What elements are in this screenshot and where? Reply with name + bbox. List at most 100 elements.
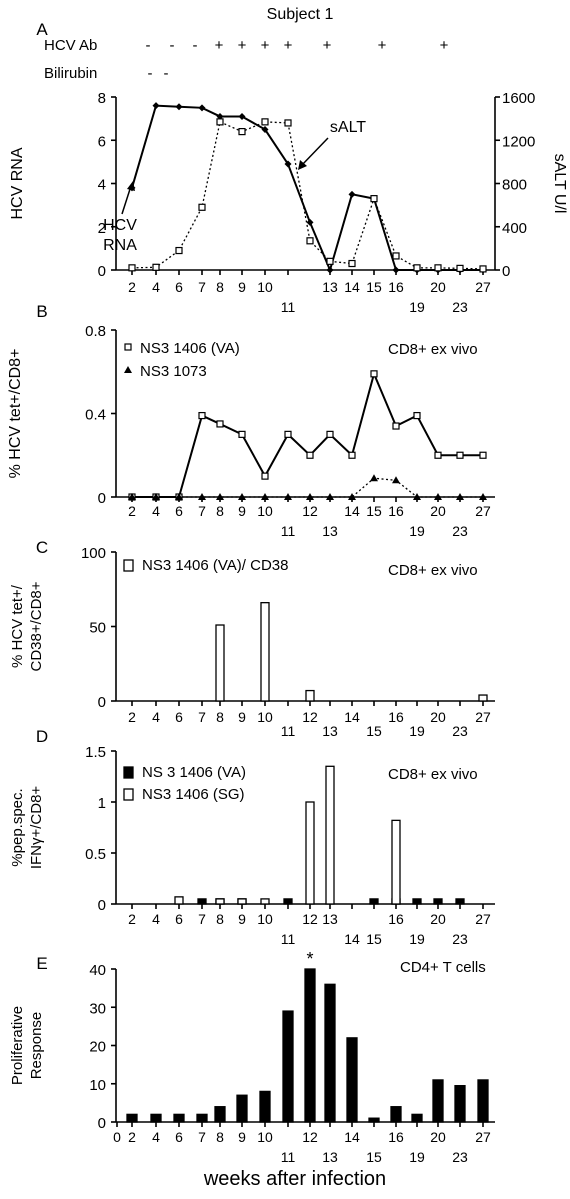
y-tick-label: 20 (89, 1039, 106, 1056)
data-point (479, 451, 487, 459)
data-point (261, 125, 269, 133)
x-tick-label: 11 (281, 299, 296, 315)
data-point (175, 246, 183, 255)
y-tick-label: 1.5 (85, 744, 106, 761)
x-tick-label: 2 (128, 1129, 136, 1145)
status-mark: + (440, 37, 449, 54)
legend-marker (123, 766, 134, 779)
x-tick-label: 16 (388, 709, 404, 725)
y2-axis-label: sALT U/l (551, 154, 568, 214)
legend-label: NS3 1073 (140, 363, 207, 380)
bar (369, 898, 379, 905)
x-tick-label: 13 (322, 279, 338, 295)
y-tick-label: 8 (98, 90, 106, 107)
data-point (434, 264, 442, 272)
data-point (348, 259, 356, 268)
bar (260, 602, 270, 702)
y-tick-label: 1 (98, 795, 106, 812)
x-tick-label: 10 (257, 1129, 273, 1145)
bar (390, 1106, 402, 1123)
x-tick-label: 6 (175, 911, 183, 927)
data-point (370, 370, 378, 378)
data-point (326, 493, 334, 500)
y2-tick-label: 400 (502, 220, 527, 237)
data-point (238, 128, 246, 136)
x-tick-label: 14 (344, 503, 360, 519)
x-tick-label: 2 (128, 709, 136, 725)
bar (305, 801, 315, 905)
data-point (413, 493, 421, 500)
data-point (326, 266, 334, 274)
y-axis-label: % HCV tet+/CD8+ (7, 349, 24, 479)
x-tick-label: 11 (281, 723, 296, 739)
status-mark: + (378, 37, 387, 54)
x-tick-label: 7 (198, 279, 206, 295)
x-tick-label: 4 (152, 279, 160, 295)
data-point (284, 119, 292, 127)
panel-letter: E (36, 954, 47, 973)
data-point (198, 104, 206, 112)
x-tick-label: 6 (175, 503, 183, 519)
annotation-arrowhead (298, 160, 307, 170)
bar (477, 1079, 489, 1123)
x-tick-label: 7 (198, 1129, 206, 1145)
x-tick-label: 9 (238, 709, 246, 725)
panel-note: CD8+ ex vivo (388, 341, 478, 358)
y2-tick-label: 1200 (502, 133, 535, 150)
panel-b: B 0 0.4 0.8 2 4 6 7 8 9 10 12 14 15 16 20 27 11 13 19 23 % HC… (7, 302, 495, 539)
status-mark: - (164, 65, 169, 82)
data-point (152, 263, 160, 271)
data-point (456, 264, 464, 272)
data-point (392, 266, 400, 274)
data-point (326, 257, 334, 265)
status-mark: - (170, 37, 175, 54)
bar (174, 896, 184, 905)
y-axis-label: HCV RNA (9, 147, 26, 219)
bar (412, 898, 422, 905)
status-mark: + (215, 37, 224, 54)
x-tick-label: 12 (302, 911, 318, 927)
x-tick-label: 9 (238, 1129, 246, 1145)
x-tick-label: 15 (366, 1149, 382, 1165)
y-tick-label: 50 (89, 620, 106, 637)
x-tick-label: 9 (238, 911, 246, 927)
data-point (348, 493, 356, 500)
data-point (434, 451, 442, 459)
x-tick-label: 12 (302, 1129, 318, 1145)
series-s1 (128, 474, 487, 500)
x-tick-label: 19 (409, 931, 425, 947)
x-tick-label: 2 (128, 911, 136, 927)
data-point (198, 493, 206, 500)
data-point (413, 411, 421, 420)
bar (346, 1037, 358, 1123)
legend-marker (123, 788, 134, 801)
annotation-arrow (121, 185, 132, 215)
x-tick-label: 20 (430, 911, 446, 927)
annotation-arrow (300, 137, 329, 167)
data-point (306, 493, 314, 500)
y2-tick-label: 800 (502, 177, 527, 194)
data-point (326, 430, 334, 438)
y-tick-label: 40 (89, 962, 106, 979)
legend-label: NS3 1406 (VA) (140, 340, 240, 357)
bar (305, 689, 315, 702)
data-point (284, 493, 292, 500)
data-point (413, 264, 421, 272)
x-tick-label: 15 (366, 931, 382, 947)
x-tick-label: 2 (128, 503, 136, 519)
x-tick-label: 7 (198, 503, 206, 519)
x-tick-label: 13 (322, 911, 338, 927)
y2-tick-label: 0 (502, 263, 510, 280)
x-tick-label: 12 (302, 503, 318, 519)
data-point (306, 218, 314, 226)
x-tick-label: 8 (216, 709, 224, 725)
data-point (175, 493, 183, 500)
bar (282, 1010, 294, 1123)
x-tick-label: 13 (322, 1149, 338, 1165)
data-point (216, 118, 224, 126)
y-tick-label: 0 (98, 897, 106, 914)
series-line (131, 104, 483, 273)
data-point (284, 430, 292, 438)
